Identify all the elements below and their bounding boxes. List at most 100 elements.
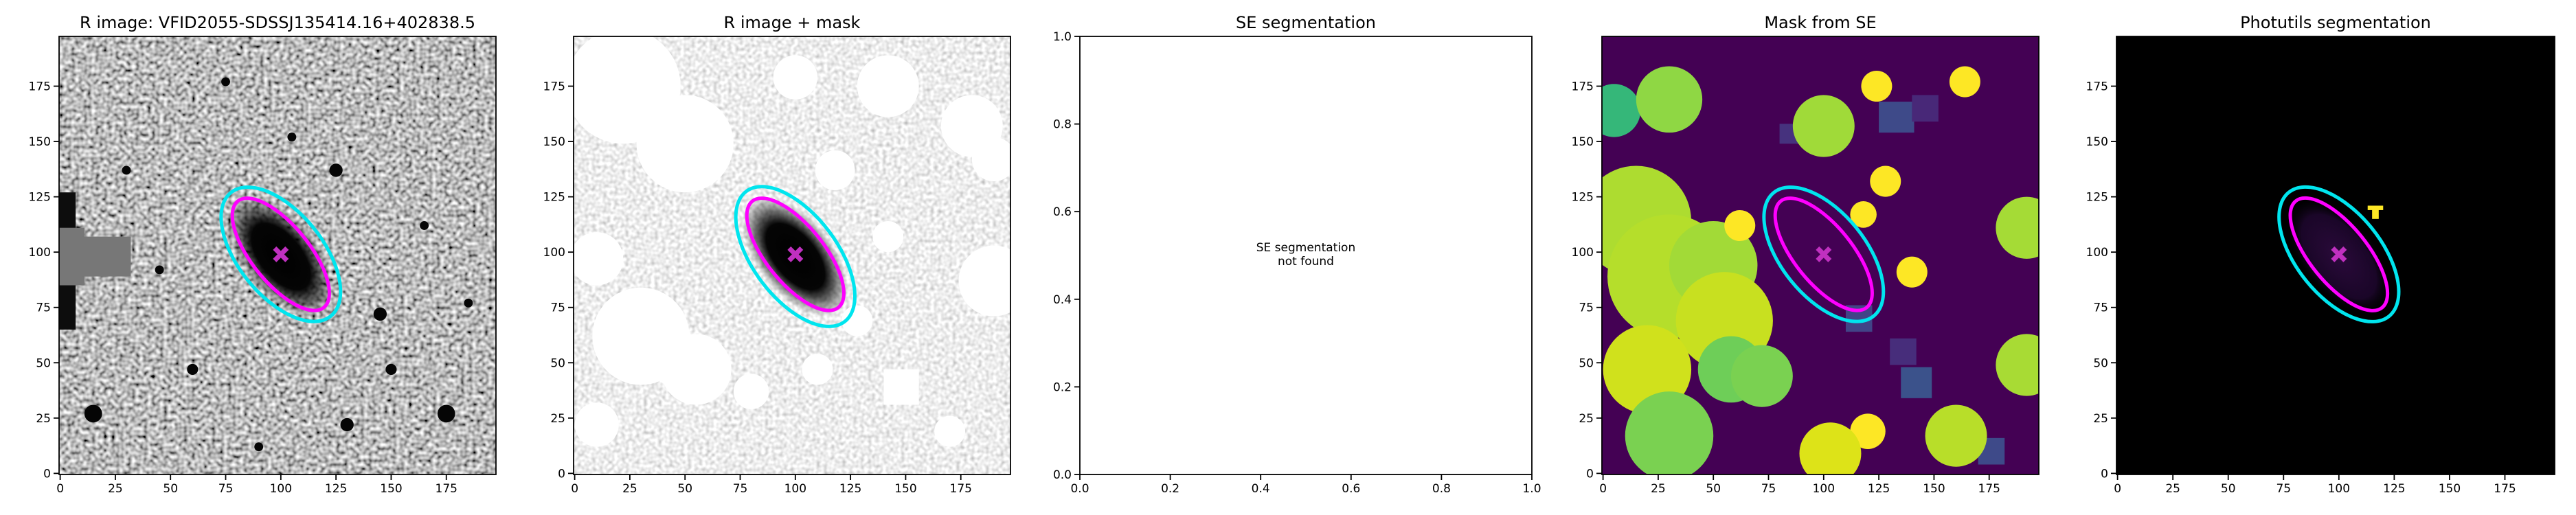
y-tick-label: 175 [1572, 80, 1594, 94]
image-source [155, 265, 164, 275]
mask-region [660, 334, 732, 405]
center-marker [2331, 246, 2347, 262]
y-tick-label: 50 [550, 356, 565, 370]
y-tick-label: 25 [2093, 412, 2108, 426]
center-marker [1816, 246, 1832, 262]
x-tick-label: 50 [1706, 482, 1721, 496]
aperture-ellipse [2288, 196, 2390, 312]
y-tick-label: 150 [2086, 135, 2108, 149]
annotation: SE segmentation [1256, 241, 1355, 255]
y-tick-label: 0.4 [1053, 293, 1072, 307]
image-source [122, 165, 131, 175]
y-tick-label: 0.8 [1053, 118, 1072, 132]
y-tick-label: 175 [543, 80, 565, 94]
y-tick-label: 100 [1572, 246, 1594, 260]
mask-region [872, 221, 904, 253]
image-source [187, 363, 199, 375]
mask-region [958, 245, 1010, 317]
x-tick-label: 0.6 [1342, 482, 1360, 496]
y-tick-label: 150 [1572, 135, 1594, 149]
x-tick-label: 50 [677, 482, 692, 496]
chart-title: SE segmentation [1236, 13, 1376, 32]
aperture-ellipse [2277, 185, 2401, 323]
x-tick-label: 0 [1599, 482, 1607, 496]
image-source [287, 133, 297, 142]
mask-region [1724, 209, 1756, 242]
x-tick-label: 175 [950, 482, 972, 496]
y-tick-label: 0.2 [1053, 380, 1072, 394]
y-tick-label: 0.0 [1053, 468, 1072, 482]
x-tick-label: 50 [163, 482, 178, 496]
image-pixels [1602, 36, 2039, 474]
mask-region [971, 137, 1010, 182]
x-tick-label: 125 [325, 482, 347, 496]
y-tick-label: 175 [2086, 80, 2108, 94]
image [1602, 36, 2039, 474]
x-tick-label: 100 [1813, 482, 1835, 496]
x-tick-label: 25 [2165, 482, 2180, 496]
x-tick-label: 125 [1868, 482, 1890, 496]
mask-region [1996, 334, 2039, 396]
mask-region [1861, 70, 1893, 102]
y-tick-label: 25 [550, 412, 565, 426]
mask-region [815, 150, 855, 190]
image-source [420, 221, 429, 230]
image-source [340, 417, 354, 432]
mask-region [733, 374, 769, 409]
chart-title: Mask from SE [1764, 13, 1876, 32]
x-tick-label: 100 [270, 482, 292, 496]
x-tick-label: 0.8 [1432, 482, 1451, 496]
y-tick-label: 125 [543, 191, 565, 205]
y-tick-label: 75 [36, 301, 51, 315]
image [2116, 36, 2555, 474]
image-source [464, 298, 473, 308]
x-tick-label: 150 [894, 482, 916, 496]
x-tick-label: 25 [622, 482, 637, 496]
y-tick-label: 125 [29, 191, 51, 205]
segment [2372, 205, 2379, 219]
x-tick-label: 0.4 [1252, 482, 1270, 496]
x-tick-label: 0.2 [1161, 482, 1179, 496]
annotation: not found [1278, 255, 1334, 268]
panel: R image + mask 0 25 50 75 100 125 150 175 0 25 50 75… [543, 13, 1011, 496]
y-tick-label: 50 [1579, 356, 1594, 370]
x-tick-label: 25 [108, 482, 123, 496]
aperture-ellipse [1762, 185, 1886, 323]
axes-frame [1079, 36, 1533, 475]
mask-region [1602, 84, 1641, 137]
image [59, 36, 496, 474]
center-marker [273, 246, 289, 262]
y-tick-label: 75 [2093, 301, 2108, 315]
y-tick-label: 50 [36, 356, 51, 370]
x-tick-label: 75 [733, 482, 748, 496]
mask-region [1603, 325, 1692, 414]
mask-region [1912, 95, 1939, 122]
x-tick-label: 100 [784, 482, 806, 496]
x-tick-label: 0.0 [1070, 482, 1089, 496]
aperture-ellipse [230, 196, 331, 312]
mask-region [1896, 256, 1928, 288]
mask-region [574, 402, 619, 447]
center-marker [787, 246, 804, 262]
y-tick-label: 0 [43, 467, 51, 481]
aperture-ellipse [1773, 196, 1874, 312]
x-tick-label: 150 [2439, 482, 2461, 496]
mask-region [1792, 95, 1855, 157]
axes-frame [573, 36, 1011, 475]
mask-region [802, 354, 833, 385]
image-source [385, 363, 397, 375]
mask-region [857, 55, 919, 117]
panel: Photutils segmentation 0 25 50 75 100 125 150 17… [2086, 13, 2555, 496]
y-tick-label: 150 [29, 135, 51, 149]
x-tick-label: 150 [1923, 482, 1945, 496]
axes-frame [2116, 36, 2555, 475]
y-tick-label: 25 [36, 412, 51, 426]
mask-region [574, 36, 681, 144]
y-tick-label: 25 [1579, 412, 1594, 426]
mask-region [1850, 201, 1877, 228]
mask-region [574, 232, 624, 286]
x-tick-label: 100 [2328, 482, 2350, 496]
chart-title: Photutils segmentation [2240, 13, 2431, 32]
